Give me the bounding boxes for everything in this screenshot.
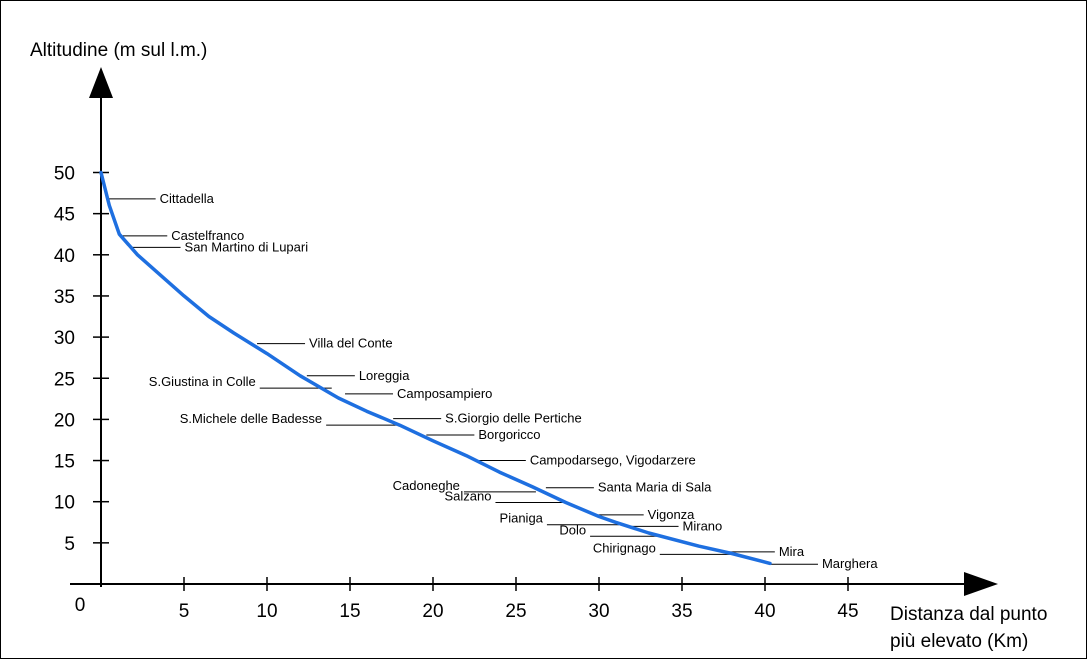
town-label: Borgoricco <box>478 427 540 442</box>
town-label: S.Giorgio delle Pertiche <box>445 411 582 426</box>
town-label: Vigonza <box>648 507 696 522</box>
town-label: S.Giustina in Colle <box>149 374 256 389</box>
town-annotation: Castelfranco <box>119 228 244 243</box>
town-label: Salzano <box>444 489 491 504</box>
y-tick-label: 30 <box>54 328 75 349</box>
x-tick-label: 35 <box>671 601 692 622</box>
town-annotation: Santa Maria di Sala <box>545 480 712 495</box>
x-axis-arrow-icon <box>964 572 998 596</box>
town-annotation: S.Giorgio delle Pertiche <box>393 411 582 426</box>
origin-tick-label: 0 <box>75 595 86 616</box>
x-tick-label: 30 <box>588 601 609 622</box>
town-label: Cittadella <box>160 191 215 206</box>
town-annotation: Dolo <box>559 522 663 537</box>
town-annotation: S.Michele delle Badesse <box>180 411 399 426</box>
y-tick-label: 45 <box>54 205 75 226</box>
town-annotation: Mirano <box>630 518 723 533</box>
x-tick-label: 20 <box>422 601 443 622</box>
town-label: Camposampiero <box>397 386 492 401</box>
y-tick-label: 15 <box>54 452 75 473</box>
town-annotation: Loreggia <box>306 368 410 383</box>
town-label: Mira <box>779 544 805 559</box>
town-annotation: Vigonza <box>595 507 696 522</box>
town-label: Pianiga <box>500 511 544 526</box>
y-tick-label: 20 <box>54 410 75 431</box>
x-tick-label: 40 <box>754 601 775 622</box>
town-annotation: Pianiga <box>500 511 619 526</box>
town-annotation: Marghera <box>769 556 878 571</box>
x-tick-label: 15 <box>339 601 360 622</box>
town-label: Villa del Conte <box>309 336 393 351</box>
y-tick-label: 40 <box>54 246 75 267</box>
x-axis-title-line-2: più elevato (Km) <box>890 631 1028 652</box>
x-tick-label: 5 <box>179 601 190 622</box>
town-annotation: Cittadella <box>107 191 215 206</box>
town-label: San Martino di Lupari <box>185 239 309 254</box>
ticks: 5 10 15 20 25 30 35 40 45 5 10 15 20 25 30 35 40 45 50 <box>54 164 859 623</box>
town-label: Dolo <box>559 522 586 537</box>
town-annotation: Cadoneghe <box>393 478 536 493</box>
town-label: Castelfranco <box>171 228 244 243</box>
y-tick-label: 5 <box>64 534 75 555</box>
town-annotation: Borgoricco <box>426 427 541 442</box>
town-label: Campodarsego, Vigodarzere <box>530 453 696 468</box>
town-annotation: Chirignago <box>593 540 732 555</box>
series-layer <box>99 170 772 566</box>
town-label: Santa Maria di Sala <box>598 480 712 495</box>
town-annotation: Salzano <box>444 489 568 504</box>
town-annotation: Campodarsego, Vigodarzere <box>477 453 696 468</box>
y-tick-label: 25 <box>54 369 75 390</box>
x-tick-label: 25 <box>505 601 526 622</box>
altitude-profile-line <box>99 170 772 566</box>
town-annotation: San Martino di Lupari <box>132 239 309 254</box>
y-tick-label: 50 <box>54 164 75 185</box>
town-label: Marghera <box>822 556 878 571</box>
town-annotation: Camposampiero <box>345 386 492 401</box>
town-annotation: Mira <box>726 544 805 559</box>
y-axis-title: Altitudine (m sul l.m.) <box>30 40 207 61</box>
town-label: Mirano <box>683 518 723 533</box>
y-tick-label: 35 <box>54 287 75 308</box>
town-label: S.Michele delle Badesse <box>180 411 322 426</box>
town-label: Chirignago <box>593 540 656 555</box>
town-annotation: Villa del Conte <box>257 336 393 351</box>
x-tick-label: 10 <box>256 601 277 622</box>
x-axis-title-line-1: Distanza dal punto <box>890 604 1047 625</box>
town-label: Loreggia <box>359 368 410 383</box>
y-axis-arrow-icon <box>89 67 113 98</box>
y-tick-label: 10 <box>54 493 75 514</box>
x-tick-label: 45 <box>837 601 858 622</box>
town-label: Cadoneghe <box>393 478 460 493</box>
